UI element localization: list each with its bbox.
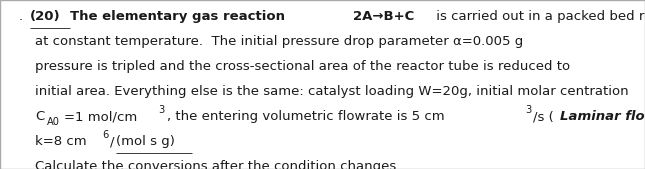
Text: Calculate the conversions after the condition changes.: Calculate the conversions after the cond… — [35, 160, 401, 169]
Text: 3: 3 — [159, 105, 165, 115]
Text: /s (: /s ( — [533, 110, 554, 123]
Text: 2A→B+C: 2A→B+C — [353, 10, 414, 23]
Text: k=8 cm: k=8 cm — [35, 135, 87, 148]
Text: , the entering volumetric flowrate is 5 cm: , the entering volumetric flowrate is 5 … — [167, 110, 444, 123]
Text: =1 mol/cm: =1 mol/cm — [64, 110, 137, 123]
Text: .: . — [19, 10, 28, 23]
Text: 3: 3 — [525, 105, 531, 115]
Text: 6: 6 — [102, 130, 108, 140]
Text: C: C — [35, 110, 45, 123]
Text: The elementary gas reaction: The elementary gas reaction — [70, 10, 290, 23]
Text: A0: A0 — [48, 117, 61, 127]
Text: at constant temperature.  The initial pressure drop parameter α=0.005 g: at constant temperature. The initial pre… — [35, 35, 524, 48]
Text: Laminar flow: Laminar flow — [560, 110, 645, 123]
Text: initial area. Everything else is the same: catalyst loading W=20g, initial molar: initial area. Everything else is the sam… — [35, 85, 629, 98]
Text: is carried out in a packed bed reactor (PBR): is carried out in a packed bed reactor (… — [432, 10, 645, 23]
Text: (20): (20) — [30, 10, 61, 23]
Text: /: / — [110, 135, 115, 148]
Text: pressure is tripled and the cross-sectional area of the reactor tube is reduced : pressure is tripled and the cross-sectio… — [35, 60, 575, 73]
Text: (mol s g): (mol s g) — [116, 135, 175, 148]
